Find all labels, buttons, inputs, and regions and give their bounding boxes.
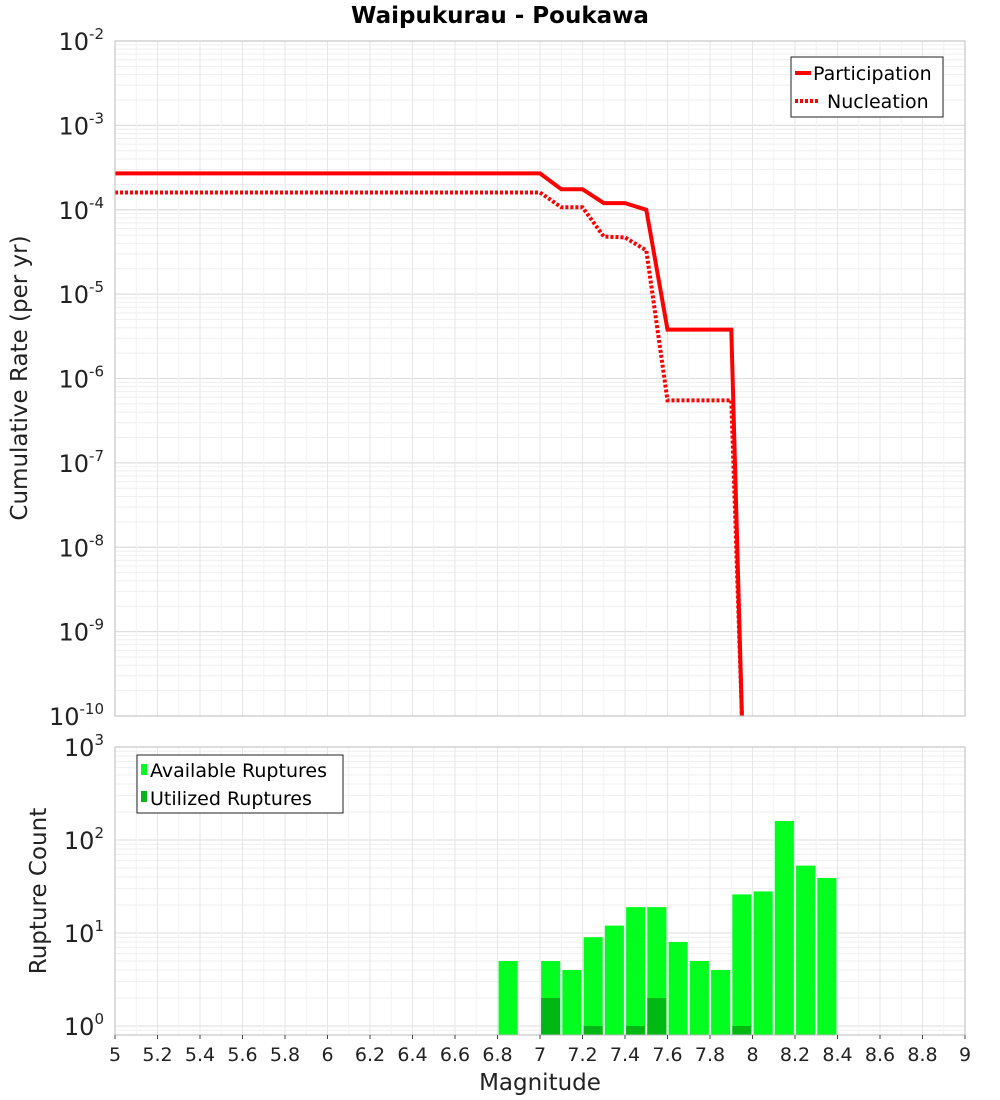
x-tick-label: 8.2 (780, 1044, 810, 1066)
x-tick-label: 5.8 (270, 1044, 300, 1066)
available-ruptures-bar (732, 894, 752, 1035)
rate-legend: Participation Nucleation (790, 56, 944, 118)
x-tick-label: 5.4 (185, 1044, 215, 1066)
x-tick-label: 8.6 (865, 1044, 895, 1066)
legend-utilized-swatch (141, 791, 147, 802)
available-ruptures-bar (817, 878, 837, 1035)
x-tick-label: 6.6 (440, 1044, 470, 1066)
utilized-ruptures-bar (626, 1026, 646, 1035)
count-x-axis-label: Magnitude (479, 1070, 601, 1096)
participation-line (115, 171, 744, 717)
legend-nucleation-label: Nucleation (827, 91, 929, 113)
available-ruptures-bar (626, 907, 646, 1035)
available-ruptures-bar (562, 970, 582, 1035)
available-ruptures-bar (774, 821, 794, 1035)
count-x-ticks: 5 5.2 5.4 5.6 5.8 6 6.2 6.4 6.6 6.8 7 7.2 7.4 7.6 7.8 8… (109, 1035, 971, 1066)
rate-y-tick-label: 10-3 (58, 109, 104, 140)
count-y-ticks: 100 101 102 103 (64, 731, 104, 1041)
count-legend: Available Ruptures Utilized Ruptures (136, 754, 344, 814)
x-tick-label: 6.2 (355, 1044, 385, 1066)
rate-series (115, 171, 744, 717)
x-tick-label: 8.8 (907, 1044, 937, 1066)
available-ruptures-bar (796, 865, 816, 1035)
legend-participation-label: Participation (813, 63, 932, 85)
x-tick-label: 5 (109, 1044, 121, 1066)
utilized-ruptures-bar (583, 1026, 603, 1035)
x-tick-label: 7 (534, 1044, 546, 1066)
rate-y-ticks: 10-10 10-9 10-8 10-7 10-6 10-5 10-4 10-3 10-2 (49, 25, 104, 731)
rate-y-tick-label: 10-4 (58, 194, 104, 225)
rate-y-tick-label: 10-7 (58, 447, 104, 478)
count-bars (498, 821, 837, 1035)
x-tick-label: 7.8 (695, 1044, 725, 1066)
rate-y-tick-label: 10-8 (58, 531, 104, 562)
rate-y-tick-label: 10-2 (58, 25, 104, 56)
count-y-axis-label: Rupture Count (26, 808, 52, 974)
utilized-ruptures-bar (541, 998, 561, 1035)
count-legend-box (136, 754, 344, 814)
x-tick-label: 6 (321, 1044, 333, 1066)
rate-panel: 10-10 10-9 10-8 10-7 10-6 10-5 10-4 10-3 10-2 Cu… (7, 25, 966, 731)
count-y-tick-label: 102 (64, 824, 104, 855)
rate-y-tick-label: 10-6 (58, 363, 104, 394)
x-tick-label: 5.2 (142, 1044, 172, 1066)
x-tick-label: 6.8 (482, 1044, 512, 1066)
available-ruptures-bar (711, 970, 731, 1035)
available-ruptures-bar (689, 961, 709, 1035)
x-tick-label: 8.4 (822, 1044, 852, 1066)
rate-grid (114, 40, 966, 717)
x-tick-label: 9 (959, 1044, 971, 1066)
available-ruptures-bar (498, 961, 518, 1035)
available-ruptures-bar (583, 937, 603, 1035)
count-y-tick-label: 101 (64, 917, 104, 948)
rate-plot-frame (114, 40, 966, 717)
count-panel: 100 101 102 103 5 5.2 5.4 5.6 5.8 6 6.2 6.4 6.6 6.8 7… (26, 731, 971, 1096)
x-tick-label: 7.2 (567, 1044, 597, 1066)
available-ruptures-bar (668, 942, 688, 1035)
utilized-ruptures-bar (732, 1026, 752, 1035)
legend-available-label: Available Ruptures (150, 760, 327, 782)
legend-available-swatch (141, 764, 147, 775)
chart-title: Waipukurau - Poukawa (351, 3, 649, 29)
x-tick-label: 7.6 (652, 1044, 682, 1066)
x-tick-label: 7.4 (610, 1044, 640, 1066)
available-ruptures-bar (753, 891, 773, 1035)
rate-y-axis-label: Cumulative Rate (per yr) (7, 235, 33, 520)
rate-legend-box (790, 56, 944, 118)
available-ruptures-bar (604, 925, 624, 1035)
count-y-tick-label: 103 (64, 731, 104, 762)
nucleation-line (115, 190, 744, 717)
count-y-tick-label: 100 (64, 1010, 104, 1041)
x-tick-label: 6.4 (397, 1044, 427, 1066)
rate-y-tick-label: 10-10 (49, 700, 104, 731)
rate-y-tick-label: 10-5 (58, 278, 104, 309)
utilized-ruptures-bar (647, 998, 667, 1035)
x-tick-label: 8 (746, 1044, 758, 1066)
x-tick-label: 5.6 (227, 1044, 257, 1066)
rate-y-tick-label: 10-9 (58, 616, 104, 647)
legend-utilized-label: Utilized Ruptures (150, 788, 312, 810)
